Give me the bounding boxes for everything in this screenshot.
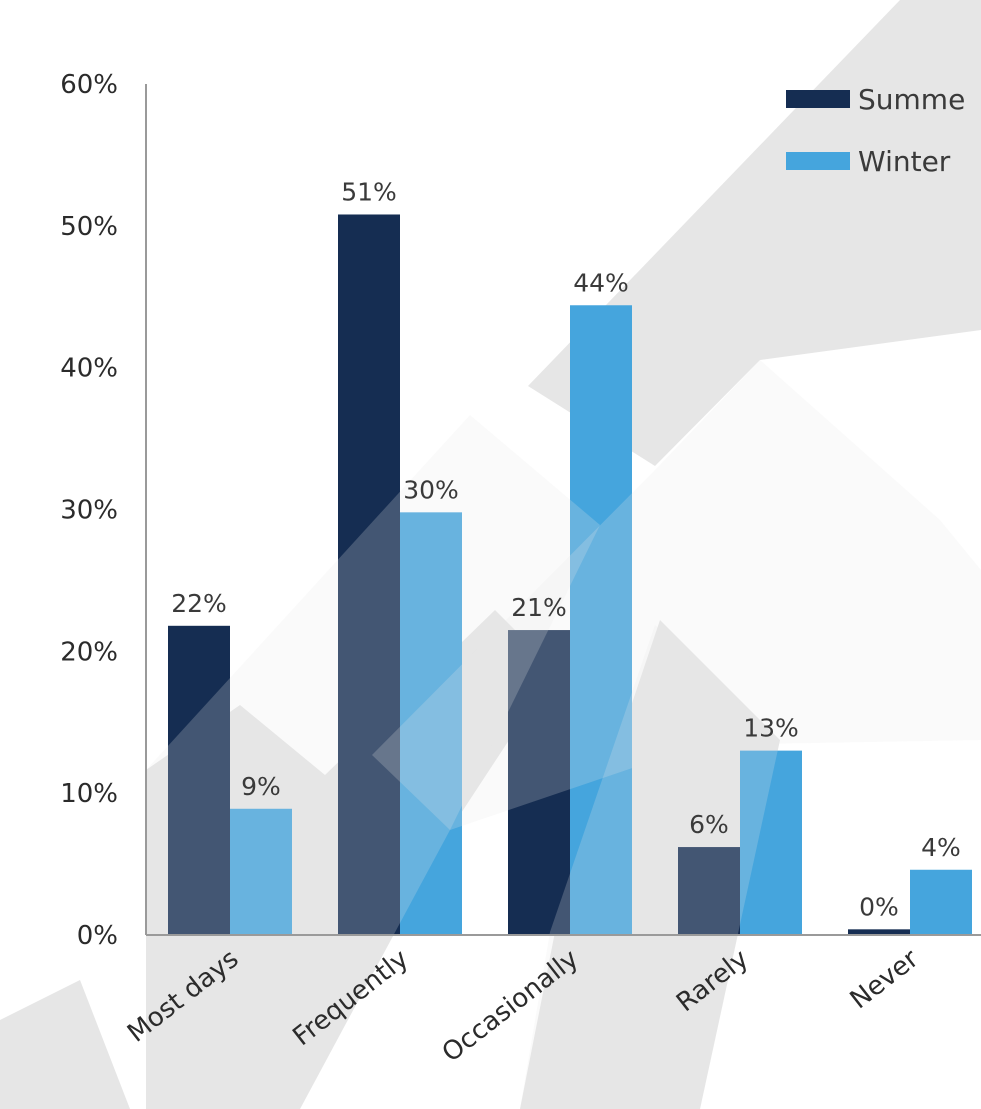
bar-summe-never [848,929,910,935]
bar-winter-most-days [230,808,292,935]
data-label: 51% [341,177,397,206]
bar-summe-rarely [678,847,740,935]
bar-winter-occasionally [570,305,632,935]
bar-winter-never [910,869,972,935]
legend-swatch [786,90,850,108]
y-tick-label: 20% [60,637,118,667]
bar-winter-rarely [740,750,802,935]
watermark-shape [0,980,130,1109]
watermark-overlay-shape [520,625,780,1109]
bar-winter-frequently [400,512,462,935]
legend: Summe Winter [786,83,965,178]
y-tick-label: 50% [60,212,118,242]
data-label: 13% [743,714,799,743]
watermark-shape [520,620,780,1109]
data-labels: 22% 51% 21% 6% 0% 9% 30% 44% 13% 4% [171,177,961,921]
y-tick-label: 40% [60,354,118,384]
data-label: 30% [403,475,459,504]
y-tick-label: 0% [77,921,118,951]
y-tick-label: 60% [60,70,118,100]
data-label: 6% [689,810,729,839]
watermark-overlay-shape [372,360,981,830]
bar-summe-most-days [168,625,230,935]
data-label: 21% [511,593,567,622]
bar-summe-occasionally [508,630,570,935]
bars-layer [168,214,972,935]
data-label: 44% [573,268,629,297]
x-tick-label: Never [845,944,925,1016]
legend-swatch [786,152,850,170]
bar-summe-frequently [338,214,400,935]
legend-label: Winter [858,145,951,178]
data-label: 9% [241,772,281,801]
legend-label: Summe [858,83,965,116]
data-label: 22% [171,589,227,618]
y-tick-label: 10% [60,779,118,809]
data-label: 0% [859,892,899,921]
y-tick-label: 30% [60,496,118,526]
data-label: 4% [921,833,961,862]
watermark-shape [528,0,981,466]
